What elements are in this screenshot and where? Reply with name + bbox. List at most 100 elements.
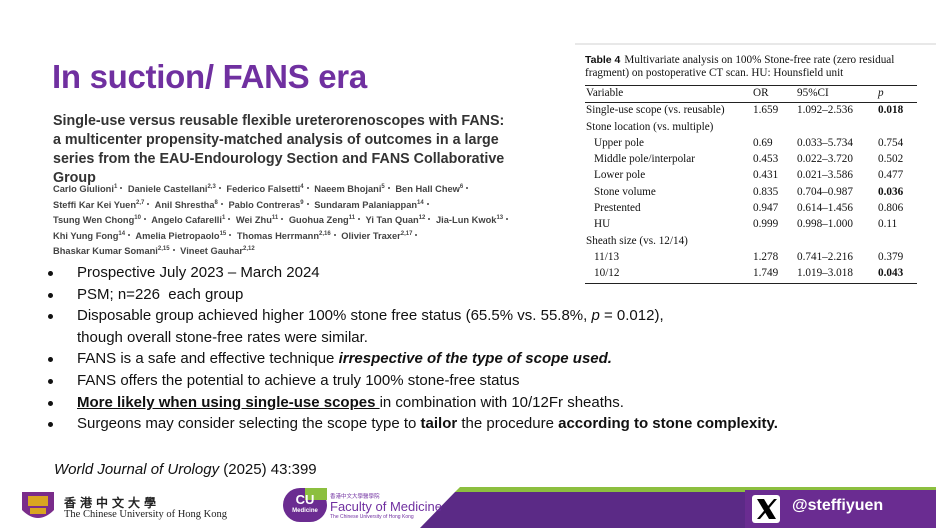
bullet-item: Surgeons may consider selecting the scop…	[47, 413, 907, 435]
bullet-marker	[48, 400, 53, 406]
author-name: Pablo Contreras	[228, 199, 301, 210]
separator	[466, 187, 469, 189]
bullet-text: Disposable group achieved higher 100% st…	[77, 307, 592, 325]
author: Federico Falsetti4	[226, 184, 311, 194]
author-name: Khi Yung Fong	[53, 230, 119, 241]
bullet-text: though overall stone-free rates were sim…	[77, 328, 368, 346]
separator	[281, 218, 284, 220]
table-header: Variable OR 95%CI p	[585, 85, 917, 104]
table-row: Lower pole 0.431 0.021–3.586 0.477	[585, 168, 917, 184]
separator	[143, 218, 146, 220]
author-name: Daniele Castellani	[127, 184, 208, 194]
author: Jia-Lun Kwok13	[436, 215, 511, 225]
author-name: Wei Zhu	[235, 215, 272, 225]
table-cell: 0.453	[753, 153, 779, 166]
author-name: Tsung Wen Chong	[53, 215, 135, 225]
author-name: Yi Tan Quan	[365, 215, 419, 225]
bullet-marker	[48, 271, 53, 276]
author: Anil Shrestha8	[155, 200, 226, 210]
cuhk-english: The Chinese University of Hong Kong	[64, 509, 228, 520]
table-cell: 0.477	[878, 169, 904, 182]
separator	[218, 187, 221, 189]
table-cell: Upper pole	[594, 136, 645, 149]
bullet-text: Prospective July 2023 – March 2024	[77, 264, 320, 281]
header-cell: p	[878, 87, 884, 99]
table-cell: Stone location (vs. multiple)	[586, 120, 714, 133]
author-affiliation: 6	[459, 184, 464, 190]
social-handle[interactable]: @steffiyuen	[792, 497, 884, 514]
table-cell: 0.022–3.720	[797, 153, 853, 166]
bullet-text: = 0.012),	[599, 307, 664, 325]
table-cell: 10/12	[594, 267, 620, 280]
bullet-line: FANS offers the potential to achieve a t…	[77, 370, 907, 392]
table-cell: 0.021–3.586	[797, 169, 853, 182]
author-name: Steffi Kar Kei Yuen	[53, 199, 137, 210]
table-cell: 0.431	[753, 169, 779, 182]
table-cell: 0.704–0.987	[797, 185, 853, 198]
author-name: Sundaram Palaniappan	[314, 199, 418, 210]
table-cell: 0.379	[878, 250, 904, 263]
author: Guohua Zeng11	[289, 215, 363, 225]
bullet-item: More likely when using single-use scopes…	[47, 392, 907, 414]
table-cell: 0.502	[878, 153, 904, 166]
author-name: Bhaskar Kumar Somani	[53, 246, 158, 256]
bullet-line: More likely when using single-use scopes…	[77, 392, 907, 414]
table-cell: 1.659	[753, 104, 779, 117]
author: Thomas Herrmann2,16	[237, 231, 339, 241]
bullet-list: Prospective July 2023 – March 2024 PSM; n…	[47, 262, 907, 435]
table-cell: Sheath size (vs. 12/14)	[586, 234, 688, 247]
table-cell: Prestented	[594, 202, 641, 215]
author-affiliation: 2,3	[207, 184, 216, 190]
author: Amelia Pietropaolo15	[135, 231, 234, 241]
author-name: Ben Hall Chew	[395, 184, 460, 194]
separator	[333, 233, 336, 236]
bullet-text: tailor	[420, 415, 458, 433]
paper-title: Single-use versus reusable flexible uret…	[53, 113, 505, 186]
separator	[172, 249, 175, 251]
separator	[415, 233, 418, 236]
author: Khi Yung Fong14	[53, 231, 133, 241]
table-cell: 0.614–1.456	[797, 202, 853, 215]
bullet-text: PSM; n=226 each group	[77, 285, 244, 303]
table-row: Sheath size (vs. 12/14)	[585, 234, 917, 250]
author-name: Angelo Cafarelli	[151, 215, 222, 225]
cuhk-chinese: 香港中文大學	[64, 496, 161, 510]
bullet-marker	[48, 357, 53, 363]
author-name: Carlo Giulioni	[53, 184, 114, 194]
author-affiliation: 8	[214, 199, 218, 206]
author-affiliation: 12	[418, 215, 426, 221]
bullet-marker	[48, 422, 53, 428]
table-label: Table 4	[585, 54, 621, 66]
author-affiliation: 13	[496, 215, 504, 221]
author-affiliation: 14	[118, 230, 126, 237]
author-affiliation: 4	[300, 184, 304, 190]
bullet-line: PSM; n=226 each group	[77, 284, 907, 306]
bullet-item: Prospective July 2023 – March 2024	[47, 262, 907, 284]
bullet-text: FANS is a safe and effective technique	[77, 350, 339, 368]
table-cell: 0.033–5.734	[797, 136, 853, 149]
cu-logo-text: Medicine	[292, 508, 318, 514]
header-cell: Variable	[586, 87, 624, 99]
separator	[306, 187, 309, 189]
separator	[387, 187, 390, 189]
table-cell: Stone volume	[594, 185, 656, 198]
author-name: Anil Shrestha	[154, 199, 215, 210]
author-affiliation: 5	[381, 184, 385, 190]
table-row: Stone location (vs. multiple)	[585, 120, 917, 136]
author-affiliation: 2,15	[157, 246, 170, 252]
table-body: Single-use scope (vs. reusable) 1.659 1.09…	[585, 103, 917, 284]
cu-logo-text: CU	[295, 492, 315, 507]
bullet-line: Surgeons may consider selecting the scop…	[77, 413, 907, 435]
table-cell: 1.092–2.536	[797, 104, 853, 117]
author: Yi Tan Quan12	[366, 215, 434, 225]
table-cell: 0.018	[878, 104, 904, 117]
table-cell: 0.835	[753, 185, 779, 198]
table-cell: 0.806	[878, 202, 904, 215]
author-affiliation: 11	[348, 215, 356, 221]
table-cell: Single-use scope (vs. reusable)	[586, 104, 725, 117]
separator	[358, 218, 361, 220]
author-name: Jia-Lun Kwok	[436, 215, 497, 225]
table-cell: 0.754	[878, 136, 904, 149]
author-name: Amelia Pietropaolo	[135, 230, 220, 241]
